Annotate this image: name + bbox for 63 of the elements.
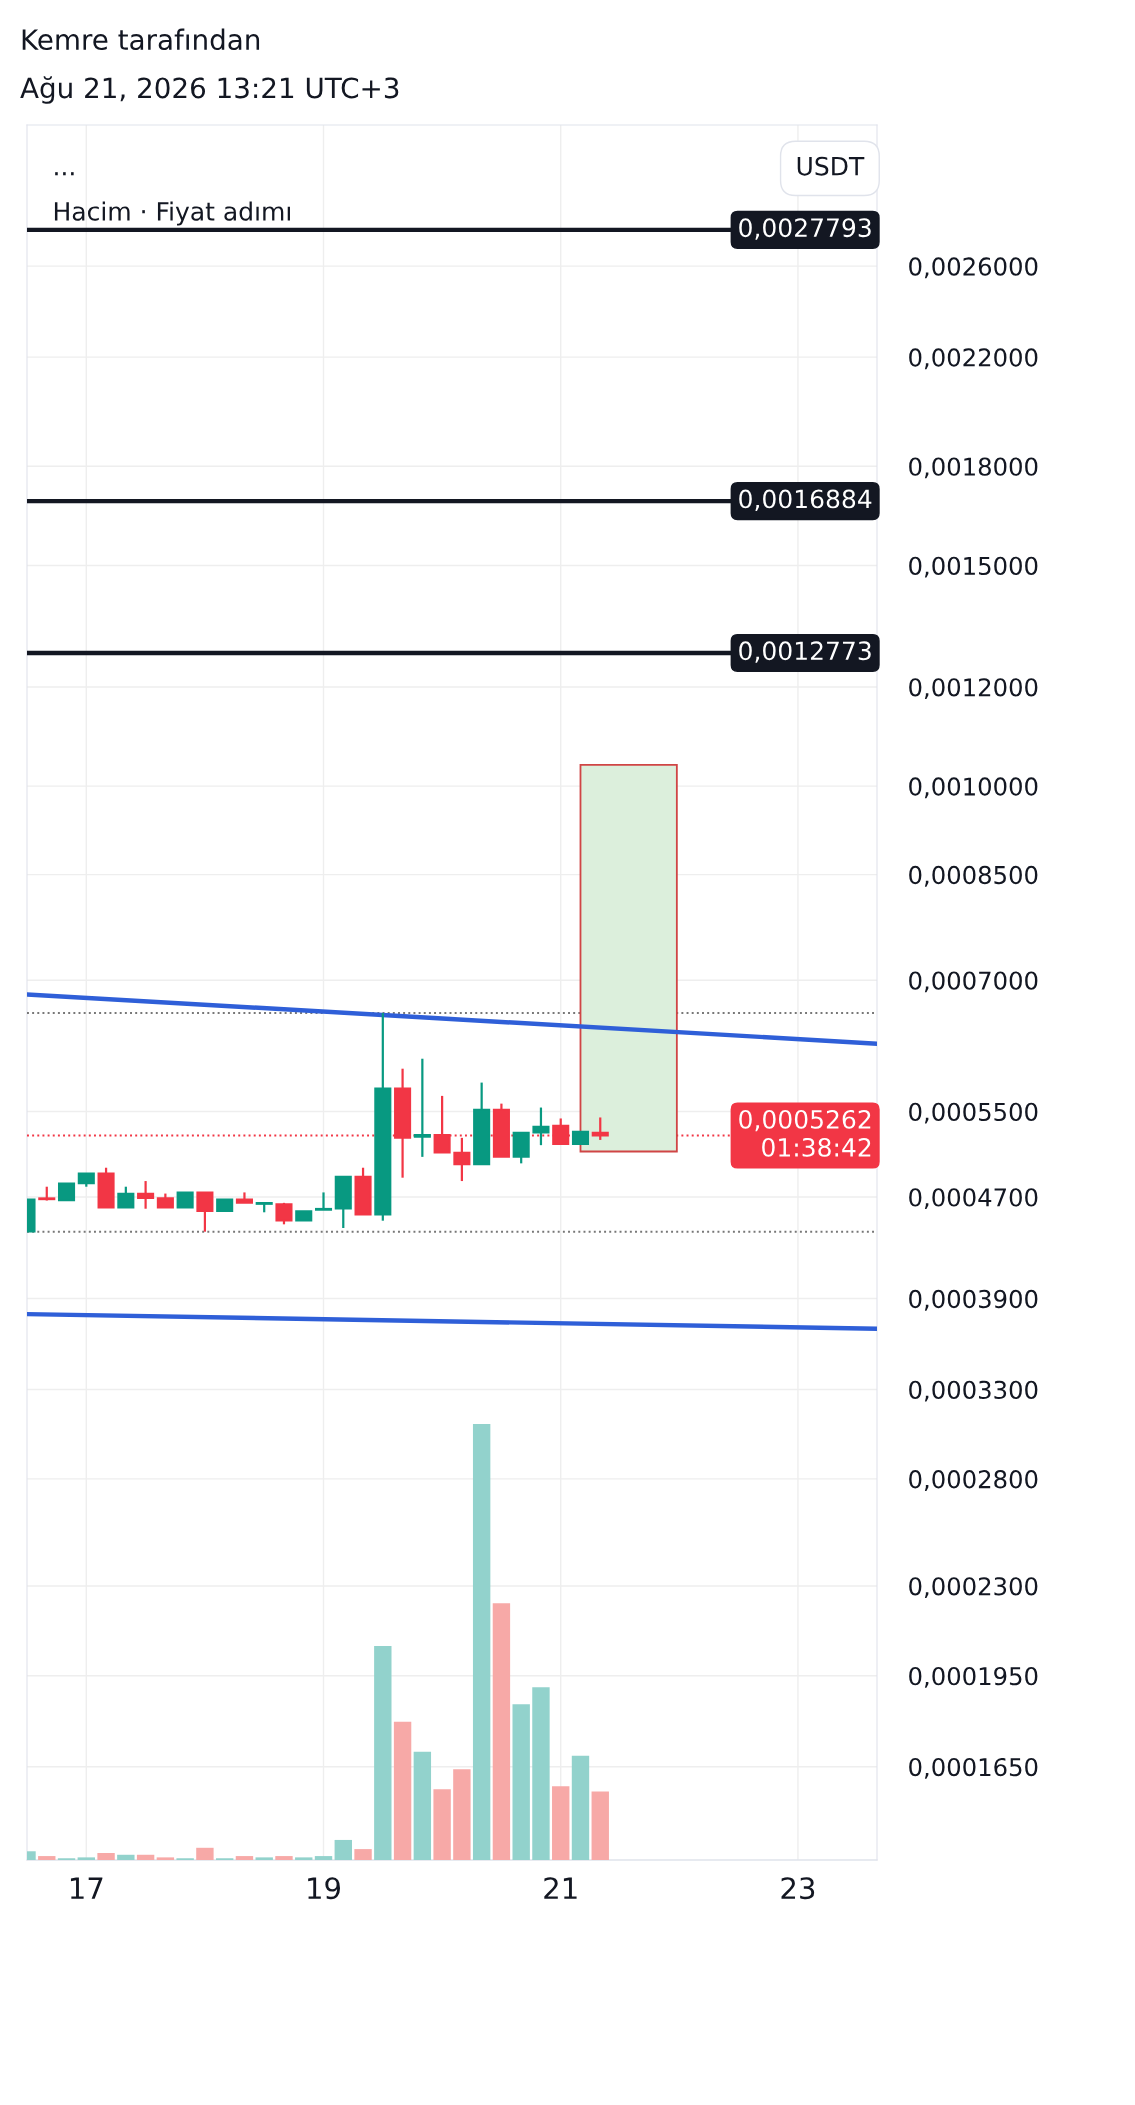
bar [492,1603,511,1860]
bar [354,1849,372,1860]
candlestick [196,1191,214,1233]
bar [512,1704,530,1860]
bar [97,1853,115,1860]
ref-line-label: 0,0016884 [739,489,872,511]
bar [314,1856,333,1860]
bar [255,1857,273,1860]
candlestick [137,1179,155,1210]
chart-subtitle: Ağu 21, 2026 13:21 UTC+3 [20,76,399,104]
chart-title: Kemre tarafından [22,28,260,51]
annotation: ... [55,172,74,176]
candlestick [591,1116,609,1142]
annotation: USDT [797,156,865,176]
ref-line-label: 0,0012773 [739,641,871,663]
annotation: Hacim · Fiyat adımı [54,201,290,226]
y-tick-label: 0,0008500 [909,865,1038,887]
bar [275,1856,293,1860]
bar [235,1856,254,1860]
y-tick-label: 0,0022000 [909,348,1038,370]
y-tick-label: 0,0007000 [909,971,1038,993]
candlestick [235,1191,253,1204]
y-tick-label: 0,0015000 [909,556,1038,578]
bar [571,1755,590,1860]
bar [413,1751,432,1860]
y-tick-label: 0,0003300 [909,1380,1038,1402]
y-tick-label: 0,0001650 [909,1757,1038,1779]
x-tick-label: 21 [544,1877,577,1899]
y-tick-label: 0,0026000 [909,257,1038,279]
bar [196,1847,214,1860]
bar [136,1854,155,1860]
candlestick [433,1094,451,1154]
bar [156,1857,175,1860]
bar [552,1786,570,1860]
y-tick-label: 0,0004700 [909,1188,1038,1210]
ref-line-label: 0,0005262 01:38:42 [739,1109,871,1157]
bar [433,1789,451,1860]
bar [453,1769,471,1860]
candlestick [314,1191,333,1212]
y-tick-label: 0,0003900 [909,1289,1038,1311]
bar [295,1857,313,1860]
bar [117,1854,135,1860]
bar [334,1839,352,1860]
bar [77,1857,95,1860]
bar [472,1424,491,1860]
y-tick-label: 0,0002800 [909,1470,1038,1491]
bar [591,1791,609,1860]
bar [532,1687,550,1860]
candlestick [532,1106,550,1147]
y-tick-label: 0,0012000 [909,678,1038,699]
x-tick-label: 19 [308,1877,341,1900]
y-tick-label: 0,0002300 [909,1577,1038,1598]
ref-line-label: 0,0027793 [739,218,871,240]
candlestick [413,1057,431,1158]
y-tick-label: 0,0010000 [909,777,1038,799]
y-tick-label: 0,0005500 [909,1102,1038,1124]
bar [374,1645,392,1860]
bar [393,1721,412,1860]
y-tick-label: 0,0001950 [909,1666,1038,1688]
x-tick-label: 17 [70,1877,103,1899]
candlestick [117,1185,135,1209]
y-tick-label: 0,0018000 [909,457,1038,479]
x-tick-label: 23 [781,1877,815,1900]
